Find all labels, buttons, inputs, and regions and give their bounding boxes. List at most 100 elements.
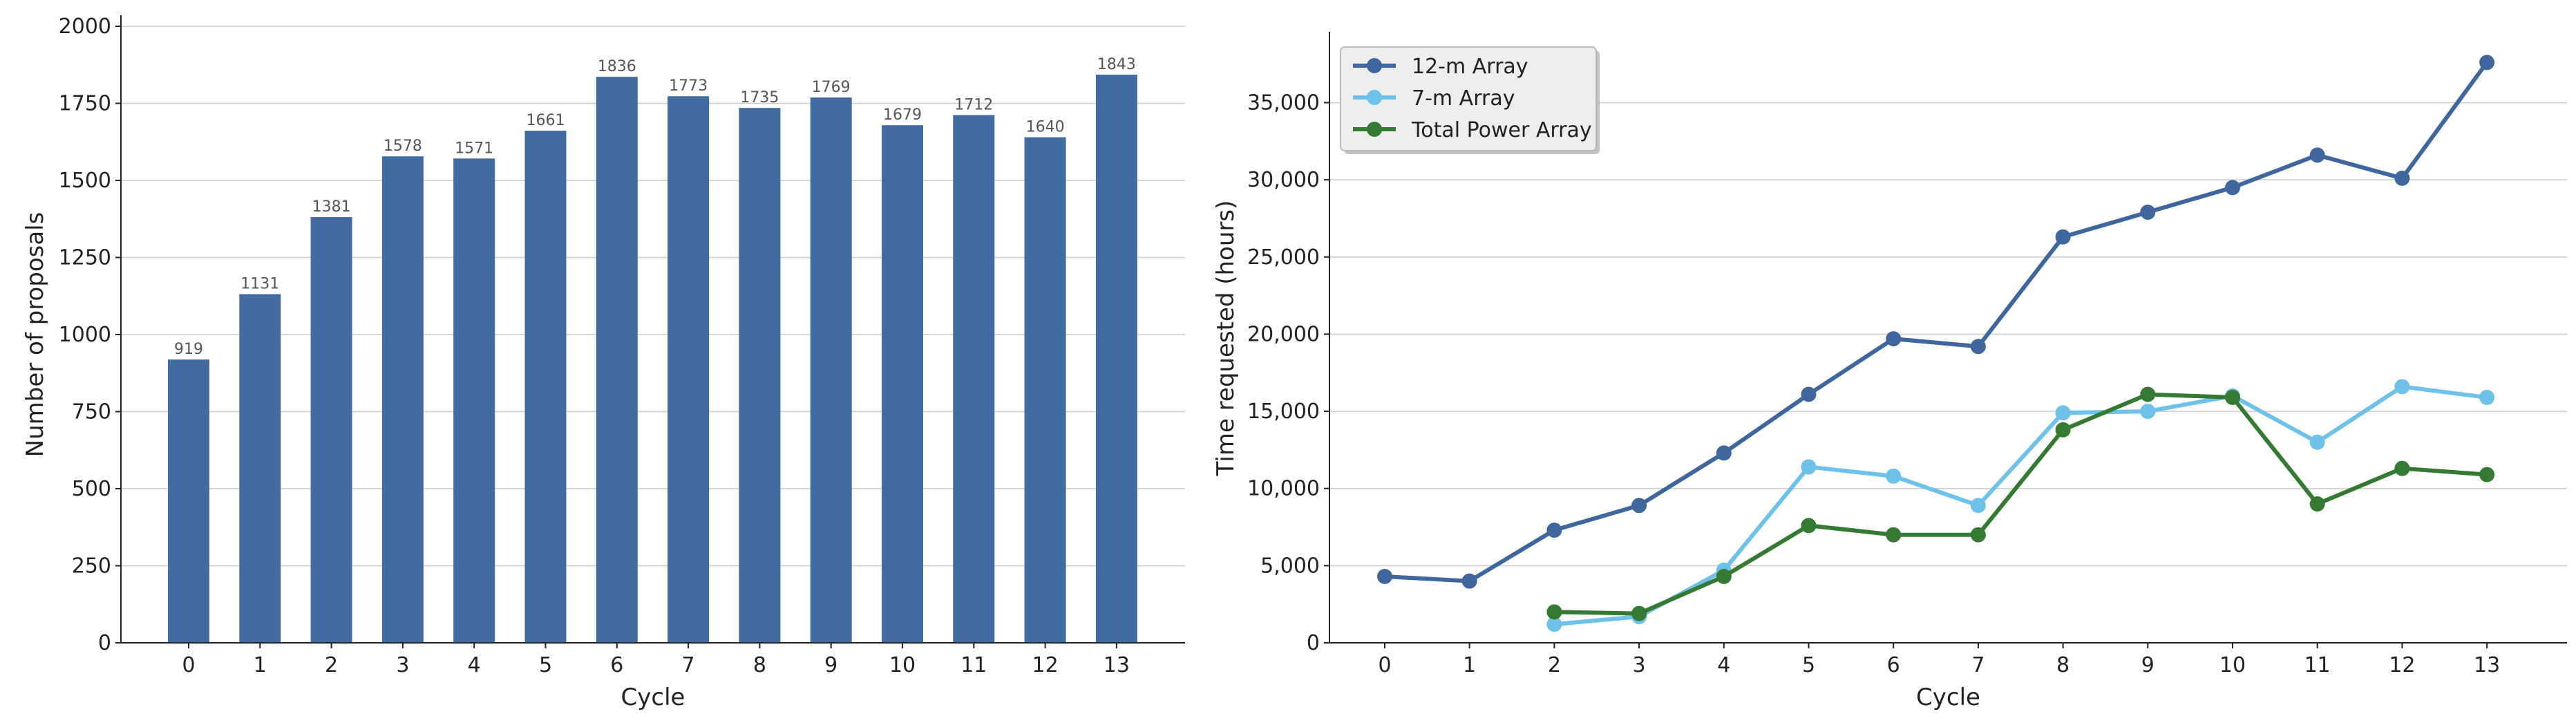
- y-tick-label: 10,000: [1247, 477, 1320, 501]
- series-point: [2225, 389, 2240, 405]
- x-tick-label: 8: [2056, 653, 2070, 677]
- bar-value-label: 1712: [954, 96, 993, 113]
- series-point: [2055, 229, 2071, 245]
- series-point: [2055, 405, 2071, 421]
- legend-entry: 12-m Array: [1412, 55, 1528, 79]
- bar: [310, 217, 352, 644]
- x-tick-label: 12: [2389, 653, 2415, 677]
- legend-swatch-marker: [1367, 122, 1382, 137]
- y-tick-label: 15,000: [1247, 400, 1320, 424]
- bar-value-label: 1843: [1097, 56, 1136, 73]
- x-tick-label: 0: [182, 653, 195, 677]
- series-point: [2140, 404, 2156, 420]
- bar: [667, 96, 710, 643]
- y-tick-label: 500: [72, 477, 111, 501]
- series-point: [2309, 496, 2325, 512]
- bar: [953, 115, 995, 643]
- x-tick-label: 6: [610, 653, 623, 677]
- series-point: [2394, 379, 2410, 395]
- x-tick-label: 11: [2304, 653, 2331, 677]
- series-point: [1886, 331, 1902, 347]
- y-tick-label: 250: [72, 554, 111, 579]
- y-axis-title: Number of proposals: [21, 212, 49, 458]
- bar: [381, 156, 424, 643]
- series-point: [1631, 605, 1647, 621]
- bar: [596, 77, 638, 644]
- bar: [739, 108, 781, 643]
- x-tick-label: 8: [753, 653, 766, 677]
- series-point: [1716, 445, 1732, 461]
- bar-value-label: 1131: [240, 276, 279, 293]
- y-tick-label: 2000: [59, 15, 111, 39]
- x-tick-label: 5: [1802, 653, 1815, 677]
- y-tick-label: 5,000: [1260, 554, 1320, 578]
- bar: [239, 294, 281, 643]
- x-tick-label: 7: [1971, 653, 1985, 677]
- series-point: [1886, 527, 1902, 543]
- bar-value-label: 1571: [455, 140, 493, 157]
- x-tick-label: 6: [1887, 653, 1900, 677]
- x-tick-label: 10: [2219, 653, 2246, 677]
- series-point: [2309, 434, 2325, 450]
- y-tick-label: 20,000: [1247, 322, 1320, 346]
- bar-value-label: 1679: [883, 106, 922, 124]
- series-point: [1546, 604, 1562, 620]
- y-tick-label: 35,000: [1247, 91, 1320, 115]
- legend-entry: 7-m Array: [1412, 86, 1515, 111]
- y-tick-label: 0: [98, 631, 111, 655]
- series-point: [1886, 468, 1902, 484]
- x-axis-title: Cycle: [1916, 684, 1980, 711]
- series-point: [1546, 522, 1562, 538]
- bar-value-label: 1769: [812, 79, 851, 96]
- bar-value-label: 1735: [740, 89, 779, 106]
- x-tick-label: 12: [1032, 653, 1059, 677]
- legend-swatch-marker: [1367, 58, 1382, 73]
- time-requested-line-chart: 0 5,000 10,000 15,000 20,000 25,000 30,000 35,0…: [1212, 32, 2567, 711]
- x-tick-label: 4: [468, 653, 481, 677]
- series-point: [1801, 386, 1817, 402]
- y-tick-label: 1500: [59, 169, 111, 193]
- x-tick-label: 13: [1104, 653, 1130, 677]
- x-tick-label: 10: [889, 653, 916, 677]
- x-tick-label: 2: [1548, 653, 1561, 677]
- y-tick-label: 750: [72, 400, 111, 424]
- x-tick-label: 13: [2474, 653, 2500, 677]
- y-tick-label: 30,000: [1247, 168, 1320, 192]
- series-point: [2309, 147, 2325, 163]
- bar: [1095, 75, 1137, 644]
- bar-value-label: 1578: [383, 138, 422, 155]
- y-tick-label: 1000: [59, 323, 111, 347]
- x-tick-label: 7: [682, 653, 695, 677]
- x-tick-label: 3: [1633, 653, 1646, 677]
- series-point: [2479, 467, 2495, 482]
- x-tick-label: 2: [325, 653, 338, 677]
- series-line-2: [1554, 392, 2488, 616]
- series-point: [1377, 568, 1392, 584]
- x-tick-label: 4: [1717, 653, 1730, 677]
- bar: [453, 158, 495, 644]
- series-point: [1801, 459, 1817, 475]
- bar: [168, 359, 209, 643]
- x-tick-label: 5: [539, 653, 552, 677]
- series-point: [2394, 460, 2410, 476]
- series-point: [1461, 573, 1477, 589]
- x-tick-label: 11: [960, 653, 987, 677]
- series-point: [1716, 568, 1732, 584]
- x-tick-label: 3: [396, 653, 409, 677]
- series-point: [1631, 498, 1647, 514]
- bar-value-label: 1773: [669, 77, 708, 95]
- bar: [882, 125, 923, 643]
- series-point: [1970, 527, 1986, 543]
- legend-entry: Total Power Array: [1411, 118, 1592, 142]
- series-point: [2140, 386, 2156, 402]
- series-line-1: [1554, 384, 2488, 627]
- series-point: [2479, 55, 2495, 71]
- x-tick-label: 9: [2141, 653, 2154, 677]
- legend-swatch-marker: [1367, 90, 1382, 105]
- x-tick-label: 1: [1463, 653, 1476, 677]
- series-point: [1801, 518, 1817, 534]
- bar: [524, 131, 567, 644]
- series-point: [2140, 205, 2156, 220]
- y-tick-label: 0: [1307, 631, 1320, 655]
- x-tick-label: 9: [824, 653, 837, 677]
